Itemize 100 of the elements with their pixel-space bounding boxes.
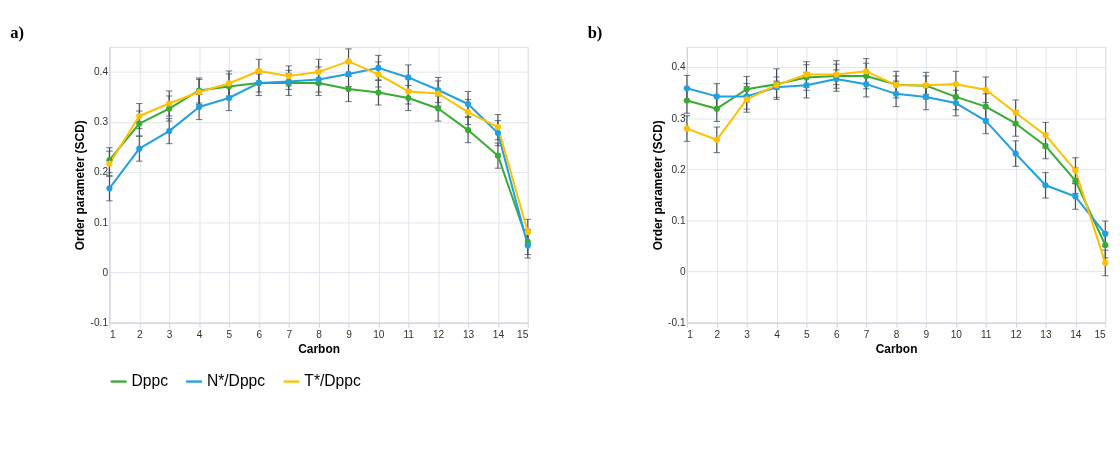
point — [743, 86, 750, 93]
point — [494, 124, 502, 131]
point — [405, 74, 412, 81]
point — [196, 103, 203, 111]
x-axis-title: Carbon — [875, 341, 918, 356]
x-tick-label: 2 — [136, 328, 143, 340]
point — [435, 90, 442, 97]
point — [952, 99, 959, 107]
point — [405, 94, 412, 102]
legend-label: Dppc — [131, 372, 169, 390]
point — [1012, 120, 1019, 127]
point — [136, 120, 143, 127]
x-tick-label: 12 — [433, 328, 445, 340]
y-tick-label: 0.2 — [93, 166, 109, 178]
point — [1042, 182, 1049, 189]
y-tick-label: 0.3 — [93, 116, 109, 128]
point — [435, 105, 442, 112]
x-tick-label: 3 — [166, 328, 173, 340]
point — [982, 117, 989, 124]
point — [494, 130, 502, 137]
x-tick-label: 2 — [714, 328, 721, 340]
y-axis-title: Order parameter (SCD) — [73, 120, 88, 251]
x-tick-label: 13 — [462, 328, 475, 340]
point — [1012, 150, 1019, 157]
point — [464, 127, 472, 134]
point — [225, 94, 233, 102]
x-tick-label: 10 — [373, 328, 385, 340]
point — [982, 103, 989, 110]
y-tick-label: 0.4 — [671, 61, 686, 73]
y-tick-label: 0.3 — [671, 112, 686, 124]
x-tick-label: 1 — [687, 328, 694, 340]
y-tick-label: 0.4 — [93, 66, 109, 78]
x-tick-label: 7 — [286, 328, 293, 340]
point — [375, 89, 382, 96]
point — [405, 88, 412, 95]
y-axis-title: Order parameter (SCD) — [650, 120, 665, 251]
x-tick-label: 4 — [774, 328, 781, 340]
point — [136, 112, 143, 120]
point — [345, 85, 352, 93]
point — [494, 152, 502, 159]
x-tick-label: 11 — [980, 328, 992, 340]
x-tick-label: 15 — [517, 328, 529, 340]
point — [863, 72, 870, 80]
point — [1102, 230, 1109, 237]
chart-title: b) — [587, 22, 603, 42]
point — [683, 125, 690, 132]
point — [375, 64, 382, 71]
point — [464, 100, 472, 108]
x-tick-label: 4 — [196, 328, 203, 340]
x-tick-label: 8 — [893, 328, 900, 340]
point — [106, 185, 113, 192]
x-tick-label: 5 — [804, 328, 811, 340]
x-tick-label: 12 — [1010, 328, 1023, 340]
x-tick-label: 14 — [492, 328, 505, 340]
point — [285, 72, 292, 80]
point — [1072, 167, 1079, 174]
point — [524, 228, 531, 235]
y-tick-label: 0.1 — [93, 216, 109, 228]
x-tick-label: 6 — [256, 328, 263, 340]
x-axis-title: Carbon — [298, 341, 340, 356]
point — [1072, 193, 1079, 200]
chart-title: a) — [10, 22, 24, 42]
x-tick-label: 7 — [863, 328, 870, 340]
point — [982, 86, 989, 93]
y-tick-label: 0 — [102, 266, 109, 278]
y-tick-label: 0 — [679, 265, 686, 277]
point — [1102, 259, 1109, 267]
point — [166, 100, 173, 107]
point — [136, 145, 143, 152]
y-tick-label: 0.1 — [671, 214, 686, 226]
x-tick-label: 8 — [316, 328, 323, 340]
point — [1072, 177, 1079, 184]
legend-label: T*/Dppc — [304, 372, 361, 390]
x-tick-label: 13 — [1040, 328, 1052, 340]
x-tick-label: 15 — [1094, 328, 1107, 340]
x-tick-label: 3 — [744, 328, 751, 340]
y-tick-label: -0.1 — [90, 316, 109, 328]
point — [315, 76, 322, 83]
point — [713, 136, 720, 143]
point — [1012, 109, 1019, 116]
point — [922, 93, 930, 100]
point — [524, 242, 531, 249]
point — [1102, 241, 1109, 249]
x-tick-label: 1 — [109, 328, 116, 340]
point — [375, 71, 382, 78]
point — [1042, 142, 1049, 150]
point — [464, 108, 472, 116]
legend-label: N*/Dppc — [206, 372, 266, 390]
x-tick-label: 9 — [923, 328, 930, 340]
x-tick-label: 5 — [226, 328, 233, 340]
point — [166, 128, 173, 135]
point — [1042, 132, 1049, 139]
y-tick-label: -0.1 — [668, 316, 686, 328]
x-tick-label: 14 — [1070, 328, 1082, 340]
x-tick-label: 6 — [833, 328, 840, 340]
y-tick-label: 0.2 — [671, 163, 686, 175]
x-tick-label: 10 — [950, 328, 963, 340]
x-tick-label: 9 — [346, 328, 353, 340]
point — [803, 82, 810, 89]
point — [315, 68, 322, 75]
